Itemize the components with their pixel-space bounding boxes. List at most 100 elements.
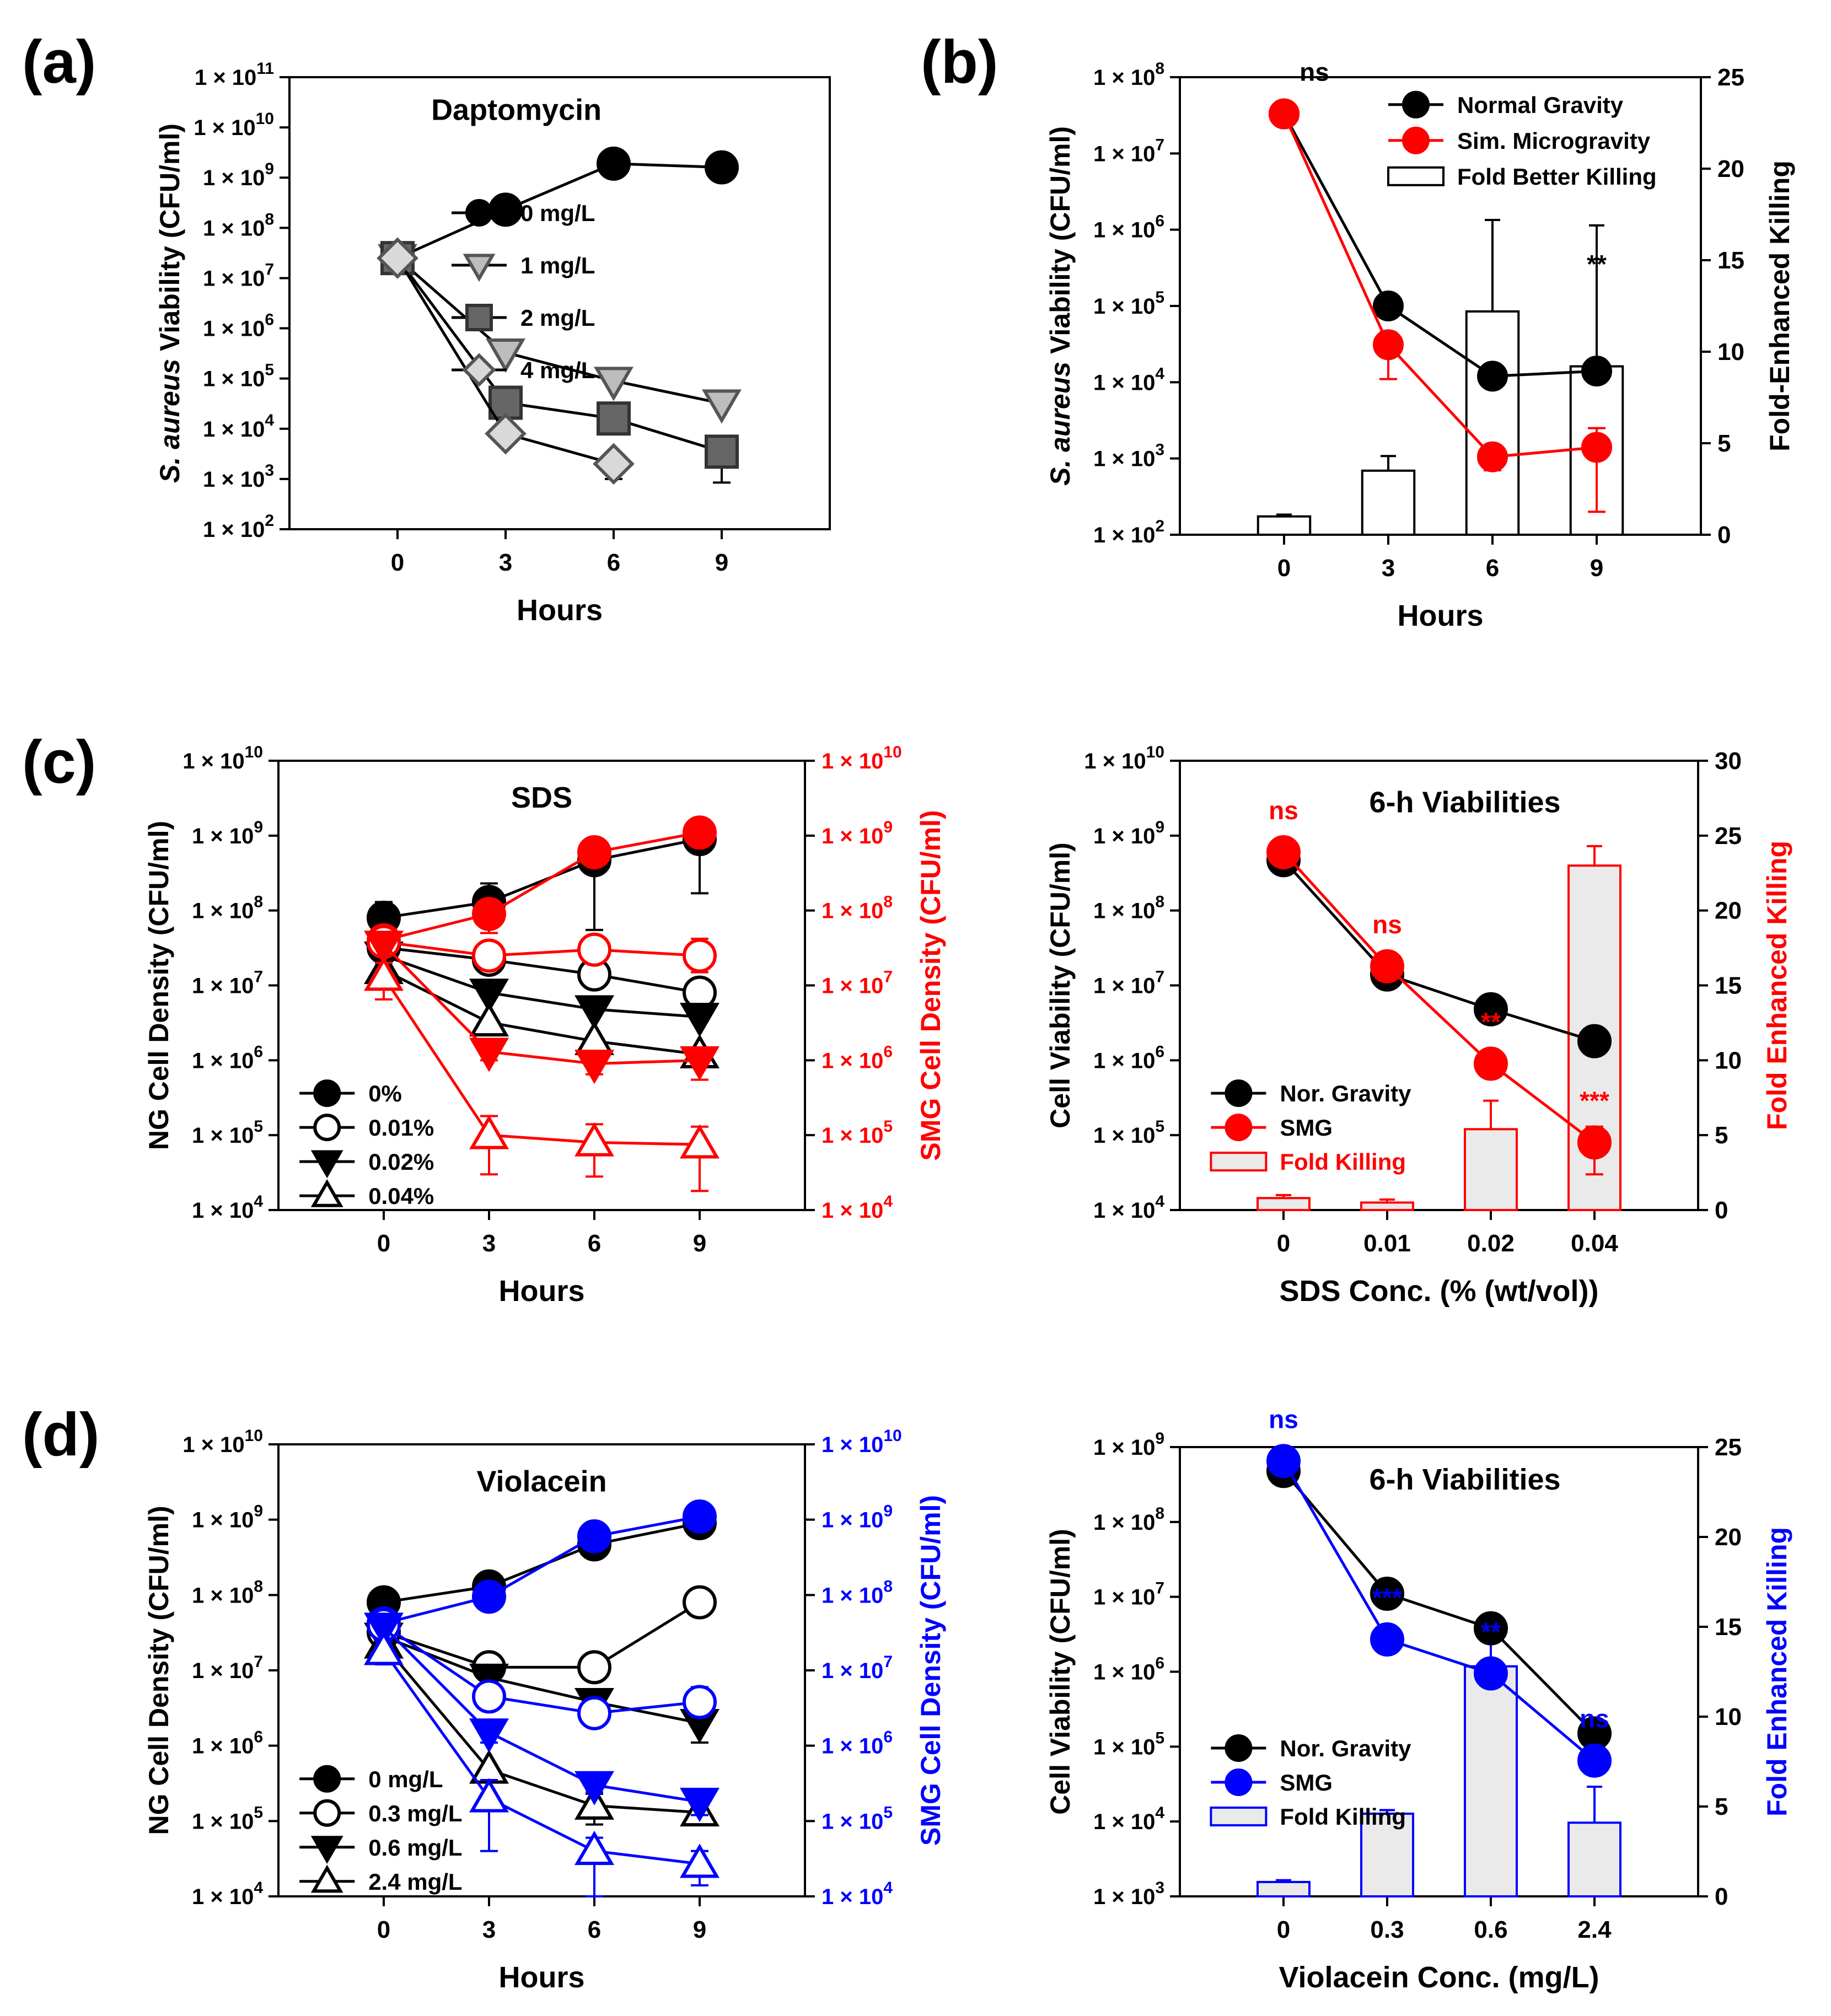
data-point bbox=[1373, 291, 1404, 321]
data-point bbox=[1373, 329, 1404, 361]
significance-label: ns bbox=[1269, 1405, 1298, 1433]
data-point bbox=[1577, 1743, 1612, 1778]
x-axis-label: Hours bbox=[498, 1275, 584, 1308]
y-tick-label: 1 × 108 bbox=[192, 893, 263, 923]
bar bbox=[1465, 310, 1520, 536]
y-axis-label: S. aureus Viability (CFU/ml) bbox=[1045, 126, 1076, 486]
data-point bbox=[1581, 356, 1612, 387]
chart-title: 6-h Viabilities bbox=[1369, 786, 1560, 819]
legend-label: Nor. Gravity bbox=[1280, 1735, 1411, 1761]
data-point bbox=[1474, 1611, 1508, 1646]
x-tick-label: 0 bbox=[377, 1230, 390, 1257]
series-line bbox=[383, 954, 700, 1019]
y2-axis-label: SMG Cell Density (CFU/ml) bbox=[915, 1495, 946, 1846]
y-tick-label: 1 × 107 bbox=[1093, 1579, 1164, 1610]
series-line bbox=[383, 1643, 700, 1814]
legend-label: 0% bbox=[368, 1080, 402, 1106]
x-tick-label: 9 bbox=[693, 1916, 706, 1943]
legend-label: 4 mg/L bbox=[520, 357, 595, 383]
legend-marker bbox=[1225, 1768, 1253, 1797]
x-tick-label: 6 bbox=[588, 1230, 601, 1257]
y2-tick-label: 15 bbox=[1715, 972, 1742, 999]
y-tick-label: 1 × 108 bbox=[1093, 60, 1164, 90]
chart-title: 6-h Viabilities bbox=[1369, 1463, 1560, 1496]
legend-label: 0 mg/L bbox=[520, 200, 595, 226]
y-tick-label: 1 × 105 bbox=[203, 361, 274, 391]
chart-a: 1 × 102 1 × 103 1 × 104 1 × 105 1 × 106 1 × 1… bbox=[154, 60, 831, 627]
x-tick-label: 6 bbox=[1486, 555, 1499, 582]
y2-tick-label: 1 × 109 bbox=[821, 1502, 893, 1533]
y-axis-label: S. aureus Viability (CFU/ml) bbox=[154, 123, 185, 483]
data-point bbox=[683, 938, 717, 973]
series-line bbox=[383, 1601, 701, 1669]
y2-tick-label: 0 bbox=[1715, 1883, 1728, 1910]
y-tick-label: 1 × 1010 bbox=[182, 743, 263, 773]
bar bbox=[1257, 1197, 1311, 1211]
legend-marker bbox=[465, 199, 493, 227]
data-point bbox=[683, 815, 717, 850]
x-tick-label: 6 bbox=[588, 1916, 601, 1943]
data-point bbox=[469, 1037, 509, 1072]
panel-label-a: (a) bbox=[22, 28, 96, 96]
legend-marker bbox=[310, 1864, 343, 1893]
series-line bbox=[1282, 1460, 1596, 1762]
y-tick-label: 1 × 108 bbox=[1093, 893, 1164, 923]
y2-tick-label: 5 bbox=[1715, 1122, 1728, 1149]
legend-label: 0.04% bbox=[368, 1183, 434, 1209]
plot-frame bbox=[277, 760, 806, 1211]
x-axis-label: Hours bbox=[1397, 599, 1483, 632]
significance-label: ** bbox=[1587, 250, 1607, 278]
y2-tick-label: 30 bbox=[1715, 748, 1742, 775]
data-point bbox=[683, 1499, 717, 1534]
y2-tick-label: 20 bbox=[1717, 155, 1744, 182]
significance-label: ns bbox=[1269, 796, 1298, 825]
legend-marker bbox=[1225, 1114, 1253, 1142]
series-line bbox=[383, 943, 700, 1066]
y2-tick-label: 10 bbox=[1715, 1047, 1742, 1074]
y-tick-label: 1 × 106 bbox=[203, 311, 274, 341]
y-tick-label: 1 × 105 bbox=[1093, 1117, 1164, 1148]
y2-tick-label: 15 bbox=[1717, 247, 1744, 274]
legend-marker bbox=[313, 1799, 341, 1827]
legend-marker bbox=[313, 1079, 341, 1108]
y-tick-label: 1 × 104 bbox=[1093, 1192, 1164, 1223]
legend-label: Normal Gravity bbox=[1457, 92, 1624, 118]
data-point bbox=[363, 1631, 404, 1665]
data-point bbox=[705, 434, 739, 469]
legend-marker bbox=[465, 304, 493, 331]
x-tick-label: 9 bbox=[693, 1230, 706, 1257]
legend-marker bbox=[1402, 90, 1430, 119]
x-tick-label: 6 bbox=[607, 549, 620, 576]
y-tick-label: 1 × 106 bbox=[192, 1042, 263, 1073]
y-tick-label: 1 × 109 bbox=[192, 818, 263, 848]
series-line bbox=[383, 1515, 700, 1625]
legend-label: 0.02% bbox=[368, 1149, 434, 1175]
panel-label-b: (b) bbox=[921, 28, 998, 96]
significance-label: *** bbox=[1580, 1086, 1609, 1115]
x-tick-label: 0.3 bbox=[1370, 1916, 1404, 1943]
data-point bbox=[577, 932, 611, 967]
data-point bbox=[679, 1843, 720, 1878]
y-axis-label: Cell Viability (CFU/ml) bbox=[1045, 1529, 1076, 1815]
plot-frame bbox=[277, 1443, 806, 1897]
y-tick-label: 1 × 107 bbox=[203, 260, 274, 291]
bar bbox=[1257, 1880, 1311, 1897]
legend-label: Fold Killing bbox=[1280, 1149, 1406, 1175]
data-point bbox=[1370, 1622, 1404, 1657]
data-point bbox=[593, 367, 634, 401]
series-line bbox=[383, 946, 700, 994]
data-point bbox=[1474, 1046, 1508, 1081]
series-line bbox=[1282, 1470, 1596, 1735]
y2-tick-label: 1 × 106 bbox=[821, 1042, 893, 1073]
series-line bbox=[382, 1650, 700, 1866]
x-tick-label: 9 bbox=[1590, 555, 1603, 582]
chart-title: Violacein bbox=[476, 1465, 606, 1498]
x-tick-label: 0.04 bbox=[1571, 1230, 1618, 1257]
legend-marker bbox=[463, 254, 496, 282]
y-axis-label: NG Cell Density (CFU/ml) bbox=[143, 1506, 174, 1835]
y2-tick-label: 1 × 1010 bbox=[821, 1427, 902, 1457]
y-axis-label: Cell Viability (CFU/ml) bbox=[1045, 842, 1076, 1128]
legend-label: SMG bbox=[1280, 1115, 1333, 1141]
legend-marker bbox=[310, 1150, 343, 1179]
